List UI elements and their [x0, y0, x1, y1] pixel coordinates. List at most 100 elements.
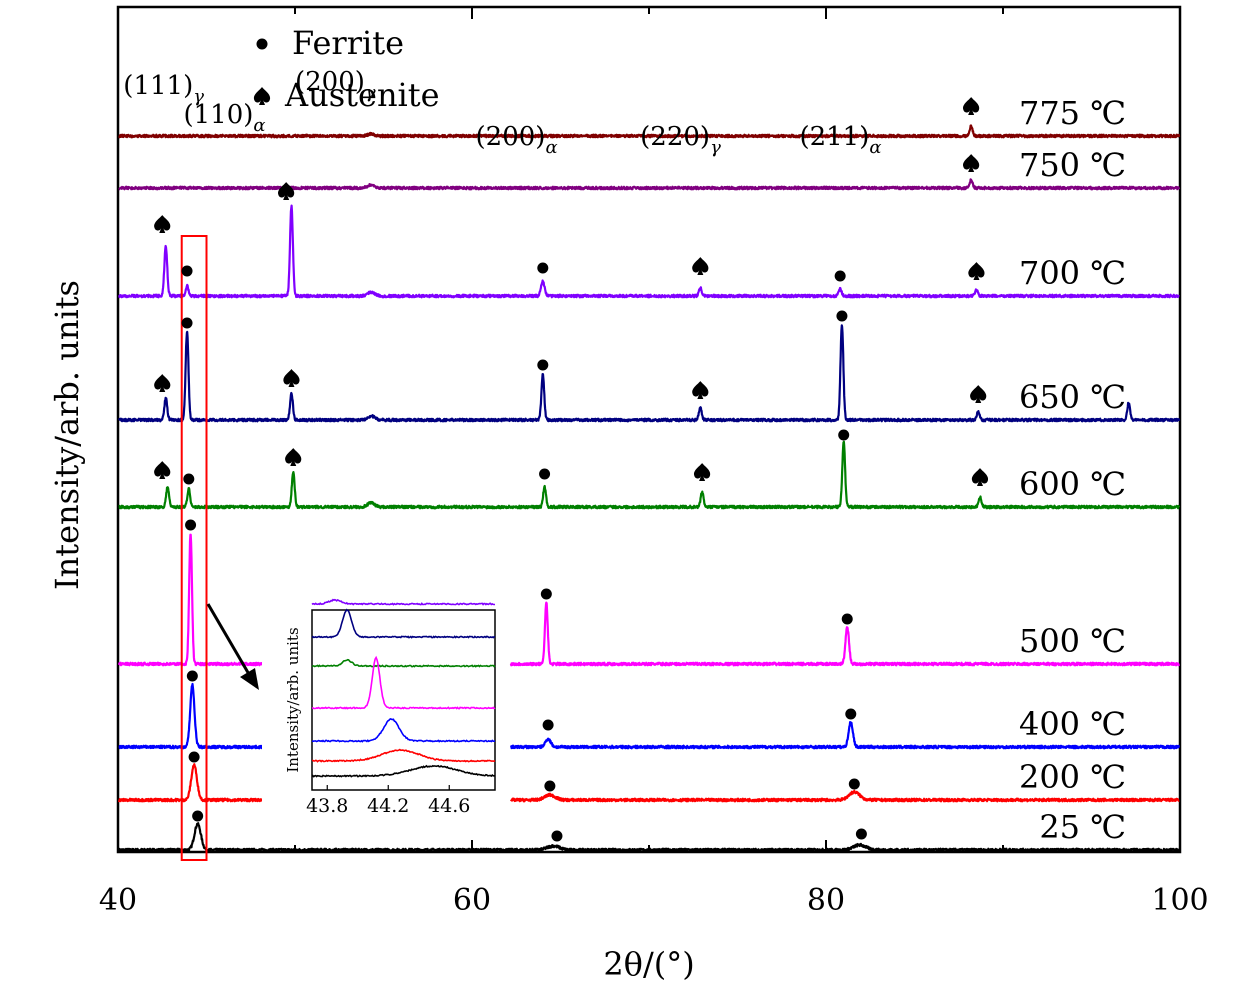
ferrite-marker — [836, 310, 848, 322]
austenite-marker — [970, 385, 987, 403]
phase-markers — [154, 97, 989, 842]
peak-label: (200)γ — [295, 67, 376, 103]
temperature-label: 700 ℃ — [1019, 254, 1126, 292]
temperature-labels: 25 ℃ 200 ℃ 400 ℃ 500 ℃ 600 ℃ 650 ℃ 700 ℃ 750 ℃ 7… — [1019, 94, 1126, 846]
peak-label-index: (211) — [799, 122, 869, 152]
austenite-marker — [968, 262, 985, 280]
austenite-marker — [154, 215, 171, 233]
peak-label-index: (111) — [123, 71, 193, 101]
series-line — [509, 789, 1180, 803]
series-line — [118, 440, 1181, 510]
peak-labels: (111)γ(200)γ(110)α(200)α(220)γ(211)α(311… — [123, 67, 881, 158]
x-axis-title: 2θ/(°) — [603, 945, 694, 983]
inset-series-line — [311, 748, 496, 763]
ferrite-marker — [855, 828, 867, 840]
peak-label-index: (200) — [295, 67, 365, 97]
peak-label-phase: α — [253, 115, 265, 136]
peak-label-index: (220) — [640, 122, 710, 152]
austenite-marker — [692, 257, 709, 275]
ferrite-marker — [537, 262, 549, 274]
series-line — [117, 533, 264, 667]
peak-label: (220)γ — [640, 122, 721, 158]
inset-y-axis-title: Intensity/arb. units — [284, 627, 302, 772]
peak-label-phase: γ — [710, 137, 721, 158]
temperature-label: 25 ℃ — [1039, 808, 1126, 846]
temperature-label: 775 ℃ — [1019, 94, 1126, 132]
austenite-marker — [692, 381, 709, 399]
legend-austenite-symbol — [253, 87, 271, 105]
ferrite-marker — [540, 588, 552, 600]
zoom-arrowhead — [240, 668, 259, 690]
ferrite-marker — [838, 429, 850, 441]
austenite-marker — [963, 154, 980, 172]
peak-label-phase: γ — [365, 82, 376, 103]
peak-label-phase: γ — [193, 86, 204, 107]
ferrite-marker — [181, 265, 193, 277]
temperature-label: 200 ℃ — [1019, 758, 1126, 796]
inset-x-tick-label: 43.8 — [306, 795, 348, 817]
ferrite-marker — [183, 473, 195, 485]
series-group — [117, 124, 1181, 853]
series-line — [117, 763, 264, 803]
inset-chart: 43.8 44.2 44.6 Intensity/arb. units — [262, 598, 502, 836]
ferrite-marker — [181, 317, 193, 329]
series-line — [509, 721, 1180, 750]
x-tick-label: 80 — [807, 883, 845, 918]
austenite-marker — [971, 468, 989, 486]
peak-label-phase: α — [869, 137, 881, 158]
ferrite-marker — [848, 778, 860, 790]
x-tick-label: 60 — [453, 883, 491, 918]
x-tick-label: 100 — [1151, 883, 1208, 918]
series-line — [509, 601, 1180, 667]
austenite-marker — [285, 448, 302, 466]
peak-label: (111)γ — [123, 71, 204, 107]
peak-label-phase: α — [545, 137, 557, 158]
ferrite-marker — [185, 519, 197, 531]
legend-ferrite-symbol — [256, 38, 268, 50]
ferrite-marker — [192, 810, 204, 822]
peak-label: (200)α — [476, 122, 558, 158]
zoom-arrow — [206, 603, 252, 677]
ferrite-marker — [551, 830, 563, 842]
series-line — [118, 682, 264, 750]
series-line — [118, 124, 1181, 139]
temperature-label: 750 ℃ — [1019, 146, 1126, 184]
ferrite-marker — [845, 708, 857, 720]
peak-label: (211)α — [799, 122, 881, 158]
ferrite-marker — [186, 670, 198, 682]
ferrite-marker — [544, 780, 556, 792]
series-line — [118, 204, 1180, 299]
inset-x-tick-label: 44.2 — [367, 795, 409, 817]
zoom-box — [180, 235, 208, 861]
inset-series-line — [311, 608, 496, 639]
temperature-label: 500 ℃ — [1019, 622, 1126, 660]
temperature-label: 600 ℃ — [1019, 465, 1126, 503]
x-axis-ticks: 40 60 80 100 — [99, 7, 1209, 918]
y-axis-title: Intensity/arb. units — [48, 280, 86, 590]
x-tick-label: 40 — [99, 883, 137, 918]
peak-label-index: (200) — [476, 122, 546, 152]
inset-series-line — [311, 764, 496, 778]
peak-label: (110)α — [183, 100, 265, 136]
austenite-marker — [154, 374, 171, 392]
legend: Ferrite Austenite — [253, 24, 440, 114]
peak-label-index: (110) — [183, 100, 253, 130]
inset-series-line — [311, 598, 495, 606]
temperature-label: 650 ℃ — [1019, 378, 1126, 416]
legend-austenite-label: Austenite — [284, 76, 440, 114]
austenite-marker — [694, 463, 711, 481]
series-line — [117, 822, 1181, 853]
ferrite-marker — [841, 613, 853, 625]
inset-series-line — [311, 655, 496, 710]
inset-series-line — [311, 718, 496, 743]
ferrite-marker — [188, 751, 200, 763]
austenite-marker — [963, 97, 980, 115]
austenite-marker — [278, 182, 295, 200]
zoom-indicator — [180, 235, 259, 861]
austenite-marker — [283, 369, 300, 387]
legend-ferrite-label: Ferrite — [292, 24, 404, 62]
ferrite-marker — [542, 719, 554, 731]
ferrite-marker — [539, 468, 551, 480]
temperature-label: 400 ℃ — [1019, 705, 1126, 743]
